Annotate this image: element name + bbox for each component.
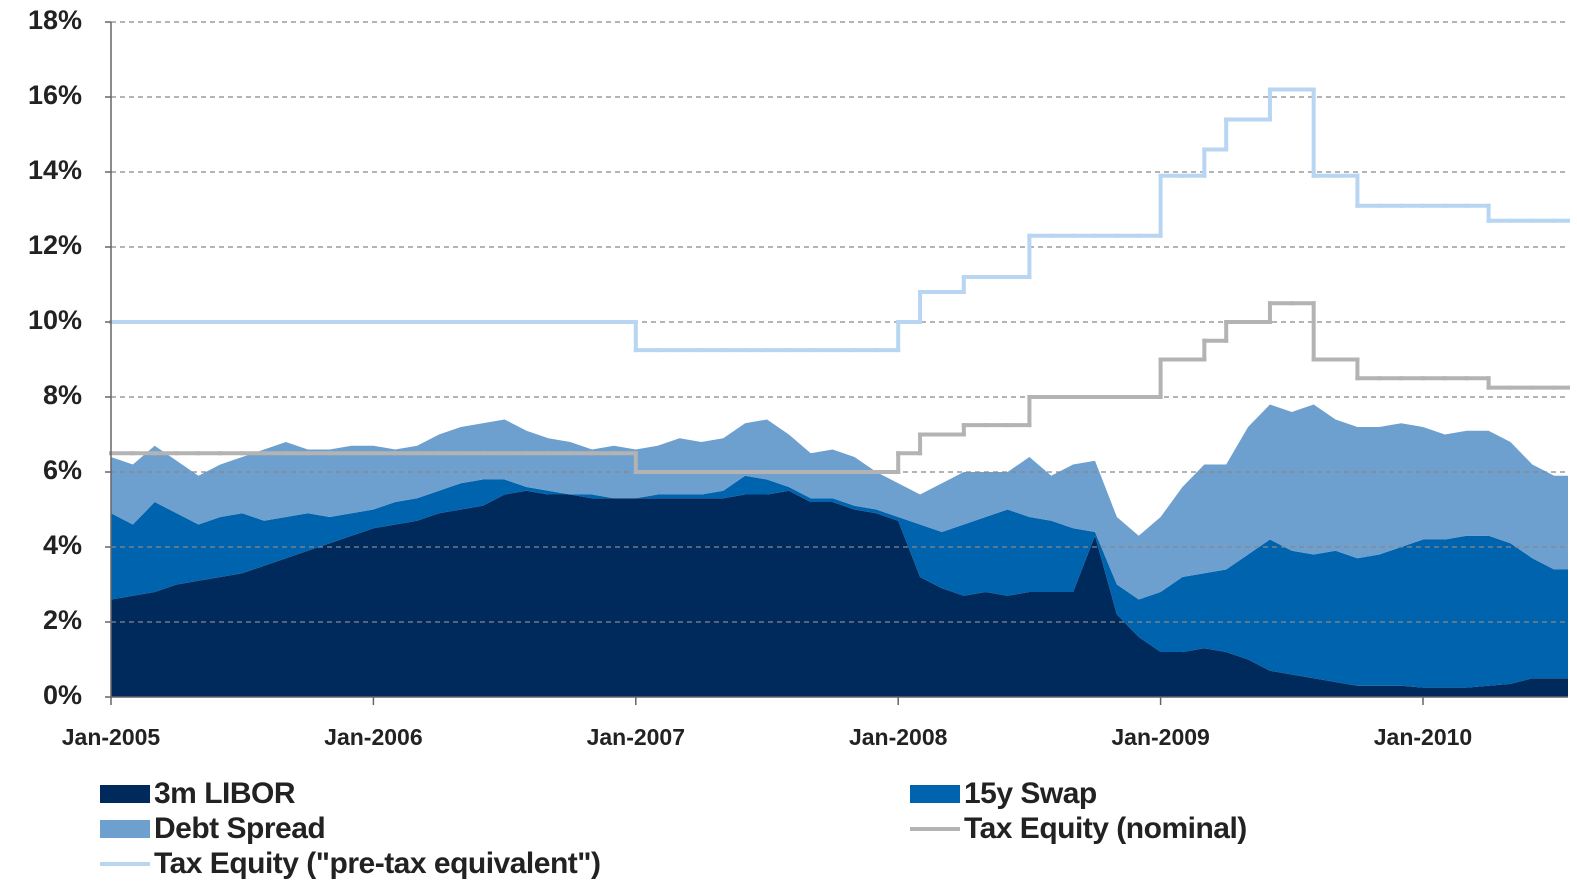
y-tick-label: 16% bbox=[28, 80, 82, 110]
legend-label: Tax Equity (nominal) bbox=[964, 812, 1247, 845]
y-tick-label: 18% bbox=[28, 5, 82, 35]
x-tick-label: Jan-2010 bbox=[1374, 724, 1472, 750]
legend-label: Debt Spread bbox=[154, 812, 325, 845]
legend-label: Tax Equity ("pre-tax equivalent") bbox=[154, 847, 600, 880]
legend-swatch bbox=[910, 785, 960, 803]
area bbox=[111, 490, 1568, 697]
legend-label: 15y Swap bbox=[964, 777, 1097, 810]
x-tick-label: Jan-2009 bbox=[1111, 724, 1209, 750]
y-tick-label: 4% bbox=[43, 530, 82, 560]
x-tick-label: Jan-2008 bbox=[849, 724, 948, 750]
y-tick-label: 2% bbox=[43, 605, 82, 635]
legend-label: 3m LIBOR bbox=[154, 777, 296, 810]
area bbox=[111, 475, 1568, 688]
y-tick-label: 12% bbox=[28, 230, 82, 260]
y-tick-label: 10% bbox=[28, 305, 82, 335]
y-tick-label: 8% bbox=[43, 380, 82, 410]
legend-swatch bbox=[100, 820, 150, 838]
legend-swatch bbox=[100, 785, 150, 803]
y-tick-label: 0% bbox=[43, 680, 82, 710]
x-tick-label: Jan-2006 bbox=[324, 724, 422, 750]
y-tick-label: 6% bbox=[43, 455, 82, 485]
x-tick-label: Jan-2007 bbox=[587, 724, 685, 750]
x-tick-label: Jan-2005 bbox=[62, 724, 161, 750]
y-tick-label: 14% bbox=[28, 155, 82, 185]
